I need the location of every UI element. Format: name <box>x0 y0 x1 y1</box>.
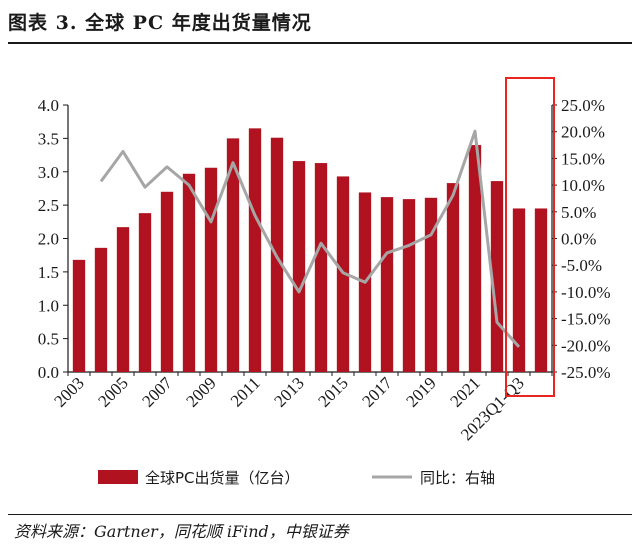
bar <box>248 128 262 372</box>
left-tick-label: 1.5 <box>38 263 59 282</box>
x-tick-label: 2011 <box>227 373 264 410</box>
left-tick-label: 0.5 <box>38 330 59 349</box>
title-rule <box>8 42 632 44</box>
bar <box>94 247 108 372</box>
x-tick-label: 2007 <box>138 373 176 411</box>
bar <box>116 227 130 372</box>
legend-swatch-bar <box>98 470 138 484</box>
left-tick-label: 2.5 <box>38 196 59 215</box>
bar <box>72 259 86 372</box>
x-tick-label: 2021 <box>446 373 483 410</box>
left-tick-label: 3.0 <box>38 163 59 182</box>
right-tick-label: 20.0% <box>561 123 605 142</box>
right-tick-label: 25.0% <box>561 96 605 115</box>
highlight-box <box>505 77 555 397</box>
legend-label-bar: 全球PC出货量（亿台） <box>145 469 300 487</box>
bar <box>314 163 328 372</box>
bar <box>446 183 460 372</box>
bar <box>292 161 306 372</box>
x-tick-label: 2017 <box>358 373 396 411</box>
left-tick-label: 0.0 <box>38 363 59 382</box>
left-tick-label: 3.5 <box>38 129 59 148</box>
source-note: 资料来源：Gartner，同花顺 iFind，中银证券 <box>14 522 349 541</box>
bar <box>402 199 416 372</box>
legend-label-line: 同比：右轴 <box>420 469 495 487</box>
bar <box>182 173 196 372</box>
x-tick-label: 2005 <box>94 373 131 410</box>
bar <box>226 138 240 372</box>
right-tick-label: -20.0% <box>561 336 611 355</box>
right-tick-label: 15.0% <box>561 149 605 168</box>
x-tick-label: 2015 <box>314 373 351 410</box>
right-tick-label: 0.0% <box>561 230 596 249</box>
chart-title: 图表 3. 全球 PC 年度出货量情况 <box>8 12 312 34</box>
bar <box>138 213 152 372</box>
source-rule <box>8 514 632 515</box>
bar <box>512 208 526 372</box>
bar <box>468 145 482 372</box>
x-tick-label: 2013 <box>270 373 307 410</box>
right-tick-label: 5.0% <box>561 203 596 222</box>
right-tick-label: -10.0% <box>561 283 611 302</box>
right-tick-label: -5.0% <box>561 256 602 275</box>
bar <box>380 197 394 372</box>
left-tick-label: 2.0 <box>38 230 59 249</box>
right-tick-label: -15.0% <box>561 310 611 329</box>
right-tick-label: 10.0% <box>561 176 605 195</box>
right-tick-label: -25.0% <box>561 363 611 382</box>
bar <box>424 197 438 372</box>
left-tick-label: 4.0 <box>38 96 59 115</box>
bar <box>204 167 218 372</box>
left-tick-label: 1.0 <box>38 296 59 315</box>
bar <box>160 191 174 372</box>
yoy-series-line <box>99 129 521 348</box>
bar <box>534 208 548 372</box>
x-tick-label: 2019 <box>402 373 439 410</box>
x-tick-label: 2009 <box>182 373 219 410</box>
